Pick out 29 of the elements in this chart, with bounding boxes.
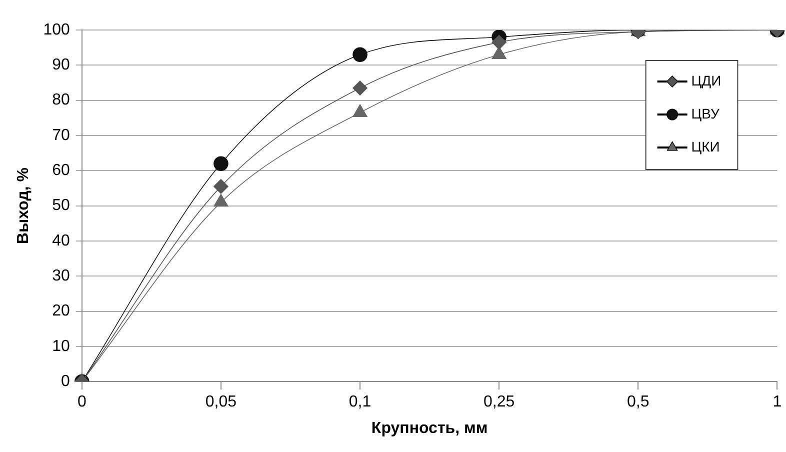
point bbox=[214, 194, 228, 207]
x-tick-label: 0,05 bbox=[205, 394, 237, 411]
point bbox=[214, 179, 228, 194]
y-tick-label: 60 bbox=[52, 162, 70, 180]
y-tick-label: 70 bbox=[52, 126, 70, 144]
y-tick-label: 30 bbox=[52, 268, 70, 285]
legend-label: ЦДИ bbox=[691, 72, 722, 88]
y-tick-label: 90 bbox=[52, 56, 70, 74]
point bbox=[492, 34, 506, 50]
y-tick-label: 100 bbox=[43, 21, 70, 38]
y-tick-label: 10 bbox=[52, 338, 70, 355]
point bbox=[214, 156, 228, 172]
point bbox=[352, 80, 368, 96]
y-tick-label: 20 bbox=[52, 302, 70, 320]
x-tick-label: 0,1 bbox=[348, 394, 372, 411]
y-tick-label: 0 bbox=[60, 373, 70, 390]
point bbox=[352, 104, 368, 118]
x-tick-label: 0,25 bbox=[484, 394, 515, 411]
x-tick-label: 1 bbox=[772, 394, 782, 411]
legend-label: ЦВУ bbox=[691, 105, 720, 122]
x-tick-label: 0 bbox=[77, 394, 86, 411]
y-axis-title: Выход, % bbox=[15, 168, 32, 244]
y-tick-label: 40 bbox=[52, 232, 70, 250]
point bbox=[352, 47, 368, 62]
y-tick-label: 50 bbox=[52, 197, 70, 214]
x-axis-title: Крупность, мм bbox=[371, 420, 488, 437]
legend-label: ЦКИ bbox=[691, 138, 720, 154]
y-tick-label: 80 bbox=[52, 92, 70, 109]
x-tick-label: 0,5 bbox=[627, 394, 650, 411]
